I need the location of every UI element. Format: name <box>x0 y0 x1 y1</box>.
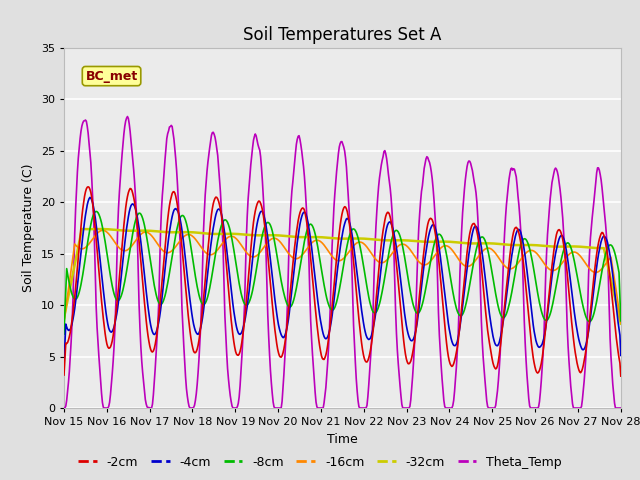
Theta_Temp <box>587 235 595 241</box>
Theta_Temp <box>124 114 131 120</box>
-4cm <box>257 209 264 215</box>
-16cm <box>60 319 68 324</box>
-32cm <box>90 226 98 232</box>
Text: BC_met: BC_met <box>85 70 138 83</box>
-4cm <box>60 361 68 367</box>
Line: -2cm: -2cm <box>64 187 621 376</box>
-16cm <box>90 235 97 241</box>
Theta_Temp <box>234 400 242 406</box>
-4cm <box>234 330 242 336</box>
Line: -4cm: -4cm <box>64 197 621 364</box>
-16cm <box>330 255 338 261</box>
-8cm <box>330 306 338 312</box>
-32cm <box>60 315 68 321</box>
Legend: -2cm, -4cm, -8cm, -16cm, -32cm, Theta_Temp: -2cm, -4cm, -8cm, -16cm, -32cm, Theta_Te… <box>73 451 567 474</box>
-2cm <box>234 352 242 358</box>
-32cm <box>234 231 242 237</box>
-32cm <box>330 235 338 241</box>
-4cm <box>285 317 292 323</box>
-16cm <box>234 238 242 244</box>
-32cm <box>257 232 264 238</box>
Theta_Temp <box>617 405 625 411</box>
-8cm <box>92 208 100 214</box>
-32cm <box>78 226 86 232</box>
-2cm <box>587 309 595 315</box>
-2cm <box>60 372 68 378</box>
-2cm <box>90 216 98 222</box>
Line: -32cm: -32cm <box>64 229 621 324</box>
Line: Theta_Temp: Theta_Temp <box>64 117 621 408</box>
-8cm <box>60 331 68 337</box>
-32cm <box>617 321 625 326</box>
-8cm <box>257 241 264 247</box>
-2cm <box>330 284 338 289</box>
-16cm <box>99 228 106 233</box>
Theta_Temp <box>60 405 68 411</box>
-2cm <box>84 184 92 190</box>
Line: -16cm: -16cm <box>64 230 621 323</box>
-8cm <box>285 303 292 309</box>
-16cm <box>587 267 595 273</box>
Theta_Temp <box>90 212 97 217</box>
-8cm <box>90 212 97 217</box>
-32cm <box>587 245 595 251</box>
Theta_Temp <box>285 268 292 274</box>
-8cm <box>617 318 625 324</box>
X-axis label: Time: Time <box>327 432 358 445</box>
-4cm <box>617 352 625 358</box>
-32cm <box>285 233 292 239</box>
-4cm <box>330 299 338 304</box>
Theta_Temp <box>330 205 338 211</box>
-8cm <box>587 318 595 324</box>
-4cm <box>587 315 595 321</box>
-2cm <box>617 373 625 379</box>
-4cm <box>86 194 93 200</box>
-2cm <box>257 201 264 206</box>
-2cm <box>285 310 292 315</box>
-16cm <box>257 249 264 254</box>
Y-axis label: Soil Temperature (C): Soil Temperature (C) <box>22 164 35 292</box>
-16cm <box>617 320 625 325</box>
-8cm <box>234 275 242 281</box>
-16cm <box>285 250 292 256</box>
Theta_Temp <box>257 154 264 160</box>
Title: Soil Temperatures Set A: Soil Temperatures Set A <box>243 25 442 44</box>
-4cm <box>90 209 98 215</box>
Line: -8cm: -8cm <box>64 211 621 334</box>
